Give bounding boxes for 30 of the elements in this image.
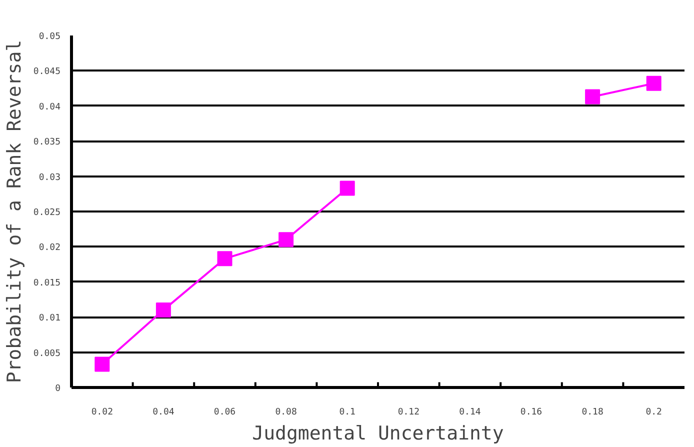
point xyxy=(340,180,355,196)
y-tick-label: 0.01 xyxy=(38,314,61,324)
point xyxy=(646,76,662,91)
x-tick-label: 0.02 xyxy=(91,408,113,418)
x-tick-label: 0.04 xyxy=(152,408,174,418)
y-tick-label: 0.045 xyxy=(33,67,60,78)
y-tick-label: 0.04 xyxy=(38,102,61,112)
x-tick-label: 0.08 xyxy=(275,408,297,418)
x-axis-title: Judgmental Uncertainty xyxy=(252,422,504,444)
x-tick-label: 0.16 xyxy=(520,408,542,418)
y-tick-label: 0.025 xyxy=(33,208,60,218)
x-tick-label: 0.06 xyxy=(214,408,236,418)
y-tick-label: 0.03 xyxy=(38,172,61,183)
y-tick-label: 0.05 xyxy=(38,32,61,42)
point xyxy=(94,356,110,372)
x-tick-label: 0.12 xyxy=(398,408,420,418)
y-axis-title: Probability of a Rank Reversal xyxy=(3,40,26,384)
point xyxy=(585,89,600,104)
y-tick-label: 0 xyxy=(55,384,61,394)
y-tick-label: 0.015 xyxy=(33,278,60,288)
point xyxy=(156,302,171,318)
x-tick-label: 0.18 xyxy=(582,408,604,418)
y-tick-label: 0.005 xyxy=(33,348,60,359)
y-tick-label: 0.02 xyxy=(38,243,61,254)
x-tick-label: 0.2 xyxy=(646,408,662,418)
x-tick-label: 0.1 xyxy=(339,408,356,418)
point xyxy=(217,251,232,266)
x-tick-label: 0.14 xyxy=(459,408,481,418)
point xyxy=(278,232,294,248)
y-tick-label: 0.035 xyxy=(33,138,60,148)
